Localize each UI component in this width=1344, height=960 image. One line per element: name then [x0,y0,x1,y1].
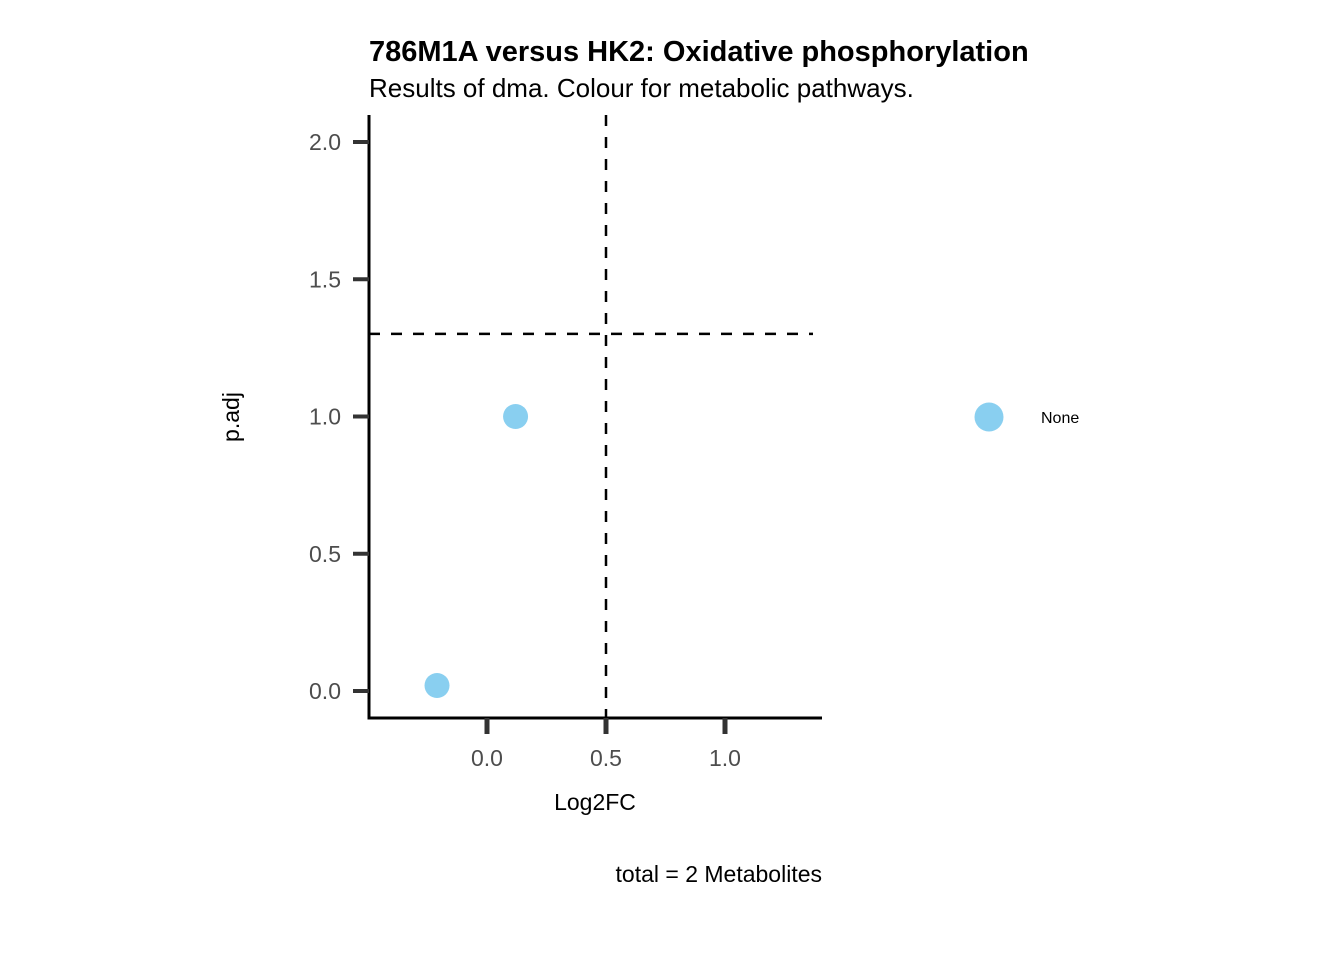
y-tick-label: 0.5 [309,541,341,567]
y-axis-label: p.adj [218,392,244,442]
caption: total = 2 Metabolites [616,861,822,887]
y-tick-label: 1.0 [309,404,341,430]
chart-title: 786M1A versus HK2: Oxidative phosphoryla… [369,36,1029,68]
chart-subtitle: Results of dma. Colour for metabolic pat… [369,73,914,103]
data-point [424,673,450,699]
y-tick-label: 1.5 [309,266,341,292]
data-point [503,404,529,429]
x-tick-label: 0.0 [471,745,503,771]
legend-key [974,402,1004,432]
x-axis-label: Log2FC [554,789,636,815]
x-tick-label: 0.5 [590,745,622,771]
x-tick-label: 1.0 [709,745,741,771]
legend-label: None [1041,410,1079,427]
y-tick-label: 0.0 [309,678,341,704]
y-tick-label: 2.0 [309,129,341,155]
